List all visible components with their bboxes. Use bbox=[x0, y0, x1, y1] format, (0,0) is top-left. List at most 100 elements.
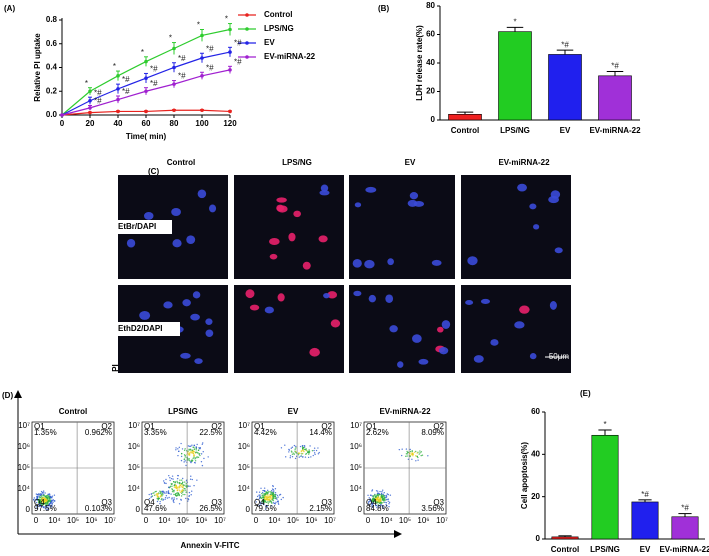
event-dot bbox=[190, 475, 192, 477]
y-tick-label: 10⁵ bbox=[238, 463, 250, 472]
event-dot bbox=[174, 481, 177, 483]
event-dot bbox=[307, 456, 310, 459]
panel-label: (B) bbox=[378, 4, 389, 13]
event-dot bbox=[174, 494, 177, 497]
event-dot bbox=[256, 498, 258, 500]
event-dot bbox=[169, 479, 171, 482]
event-dot bbox=[148, 497, 151, 500]
nucleus bbox=[529, 203, 537, 210]
event-dot bbox=[187, 500, 189, 502]
event-dot bbox=[369, 500, 371, 503]
event-dot bbox=[383, 491, 385, 494]
event-dot bbox=[51, 502, 53, 505]
event-dot bbox=[165, 495, 168, 497]
event-dot bbox=[183, 484, 185, 487]
quadrant-percentage: 22.5% bbox=[199, 428, 222, 437]
dead-cell bbox=[276, 197, 287, 203]
event-dot bbox=[369, 499, 371, 501]
event-dot bbox=[180, 492, 183, 494]
nucleus bbox=[550, 190, 561, 199]
event-dot bbox=[261, 500, 264, 503]
quadrant-label: Q4 bbox=[254, 498, 265, 507]
event-dot bbox=[377, 494, 379, 496]
event-dot bbox=[263, 499, 265, 501]
point bbox=[200, 74, 204, 78]
event-dot bbox=[39, 502, 42, 504]
event-dot bbox=[180, 479, 183, 481]
significance: *# bbox=[122, 87, 130, 96]
event-dot bbox=[415, 460, 417, 462]
event-dot bbox=[44, 499, 47, 502]
significance: *# bbox=[150, 65, 158, 74]
event-dot bbox=[185, 489, 187, 491]
event-dot bbox=[409, 450, 412, 453]
event-dot bbox=[173, 481, 175, 483]
event-dot bbox=[38, 496, 40, 498]
bar bbox=[548, 54, 582, 121]
event-dot bbox=[367, 501, 370, 503]
event-dot bbox=[191, 449, 194, 451]
event-dot bbox=[377, 501, 379, 503]
event-dot bbox=[184, 454, 186, 457]
event-dot bbox=[53, 494, 56, 496]
bar bbox=[551, 536, 579, 540]
event-dot bbox=[305, 448, 307, 450]
event-dot bbox=[276, 498, 278, 500]
event-dot bbox=[49, 495, 51, 498]
nucleus bbox=[533, 224, 540, 230]
event-dot bbox=[190, 461, 192, 463]
event-dot bbox=[187, 451, 189, 453]
event-dot bbox=[176, 482, 179, 484]
event-dot bbox=[265, 501, 268, 504]
event-dot bbox=[261, 492, 263, 495]
event-dot bbox=[163, 480, 165, 482]
event-dot bbox=[194, 451, 197, 454]
event-dot bbox=[49, 505, 51, 507]
event-dot bbox=[188, 495, 190, 498]
quadrant-label: Q3 bbox=[433, 498, 444, 507]
row-label: EtBr/DAPI bbox=[118, 222, 156, 231]
event-dot bbox=[197, 456, 200, 459]
y-tick-label: 10⁴ bbox=[350, 484, 363, 493]
dead-cell bbox=[288, 232, 296, 242]
event-dot bbox=[47, 500, 49, 503]
quadrant-percentage: 3.56% bbox=[421, 504, 444, 513]
event-dot bbox=[51, 504, 53, 506]
event-dot bbox=[295, 445, 297, 448]
event-dot bbox=[400, 454, 403, 457]
event-dot bbox=[387, 500, 390, 502]
event-dot bbox=[178, 503, 181, 505]
scale-bar-label: 50μm bbox=[549, 352, 570, 361]
event-dot bbox=[182, 493, 184, 496]
significance: *# bbox=[611, 62, 619, 71]
event-dot bbox=[371, 506, 374, 509]
quadrant-percentage: 0.962% bbox=[85, 428, 112, 437]
event-dot bbox=[261, 503, 263, 505]
x-tick-label: 10⁷ bbox=[324, 516, 336, 525]
event-dot bbox=[313, 449, 315, 452]
event-dot bbox=[172, 478, 174, 480]
event-dot bbox=[271, 488, 274, 490]
event-dot bbox=[175, 486, 177, 489]
event-dot bbox=[36, 508, 39, 510]
x-tick-label: 10⁵ bbox=[399, 516, 411, 525]
event-dot bbox=[47, 507, 50, 509]
quadrant-label: Q1 bbox=[366, 422, 377, 431]
x-axis-label: Time( min) bbox=[126, 132, 167, 141]
nucleus bbox=[554, 247, 563, 254]
legend-label: Control bbox=[264, 10, 292, 19]
event-dot bbox=[407, 458, 410, 461]
nucleus bbox=[441, 320, 451, 329]
event-dot bbox=[375, 490, 378, 492]
event-dot bbox=[381, 498, 384, 501]
event-dot bbox=[385, 502, 388, 504]
y-tick-label: 0 bbox=[431, 115, 436, 124]
event-dot bbox=[295, 447, 297, 449]
event-dot bbox=[268, 501, 270, 503]
event-dot bbox=[178, 494, 180, 496]
event-dot bbox=[398, 448, 401, 451]
panel-label: (C) bbox=[148, 167, 159, 176]
event-dot bbox=[178, 488, 180, 490]
event-dot bbox=[46, 497, 48, 500]
event-dot bbox=[277, 500, 279, 503]
